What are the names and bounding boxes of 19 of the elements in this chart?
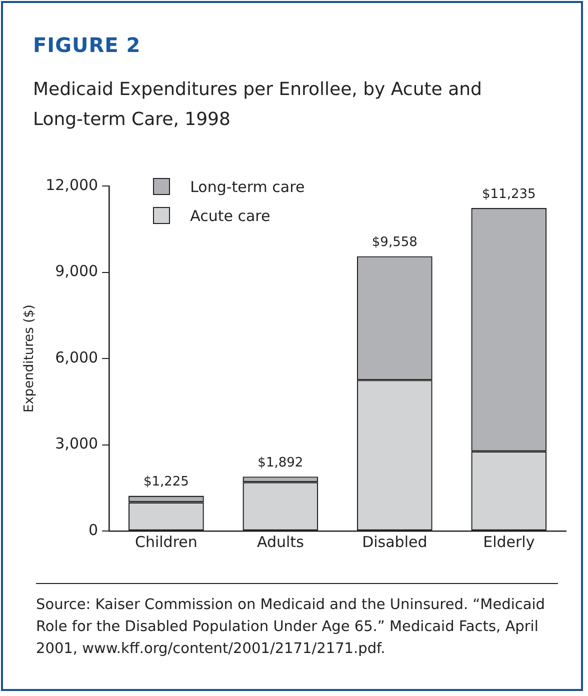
chart-title: FIGURE 2	[33, 33, 141, 57]
chart-subtitle: Medicaid Expenditures per Enrollee, by Acute and Long-term Care, 1998	[33, 78, 483, 132]
y-tick-label: 12,000	[46, 176, 98, 194]
legend-label: Long-term care	[190, 178, 305, 196]
source-note: Source: Kaiser Commission on Medicaid and the Uninsured. “Medicaid Role for the Disabled Population Under Age 65.” Medicaid Facts, April 2001, www.kff.org/content/2001/2171/2171.pdf.	[36, 596, 546, 659]
x-tick-label: Children	[134, 532, 198, 551]
x-tick-label: Adults	[256, 532, 304, 551]
y-tick-label: 0	[88, 520, 98, 539]
y-axis-title: Expenditures ($)	[22, 304, 38, 412]
x-tick-label: Elderly	[483, 532, 535, 551]
total-label: $9,558	[372, 235, 418, 250]
legend-label: Acute care	[190, 206, 270, 224]
y-tick-label: 6,000	[55, 348, 98, 366]
y-tick-label: 3,000	[55, 434, 98, 453]
total-label: $11,235	[482, 186, 536, 202]
total-label: $1,225	[143, 474, 189, 490]
y-tick-label: 9,000	[55, 262, 98, 280]
x-tick-label: Disabled	[362, 532, 428, 551]
total-label: $1,892	[258, 455, 304, 470]
